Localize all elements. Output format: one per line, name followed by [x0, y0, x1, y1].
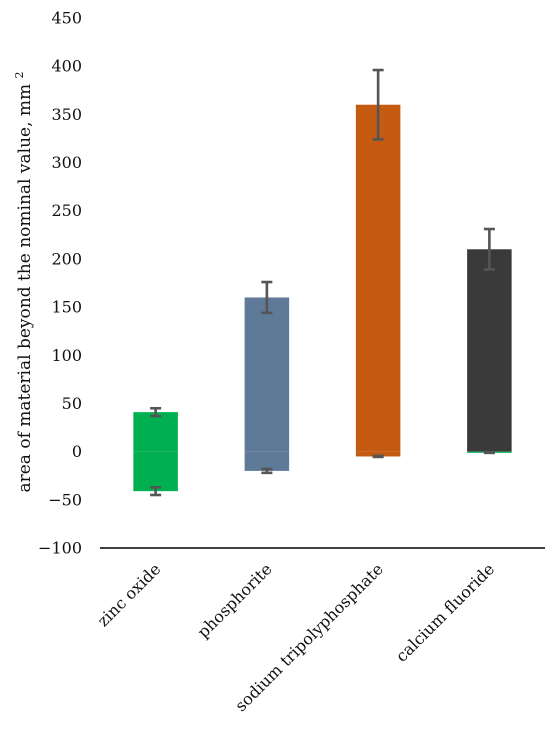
y-tick-label: 0 [72, 442, 82, 461]
y-tick-label: −50 [48, 490, 82, 509]
bars-group [133, 104, 512, 492]
y-tick-label: −100 [38, 539, 82, 558]
y-tick-label: 200 [51, 249, 82, 268]
error-bars-group [150, 68, 495, 497]
y-axis-title: area of material beyond the nominal valu… [13, 71, 35, 492]
bar-zinc-oxide [133, 412, 178, 452]
bar-negative-sodium-tripolyphosphate [355, 451, 401, 457]
y-tick-label: 300 [51, 153, 82, 172]
x-tick-label-zinc-oxide: zinc oxide [93, 559, 164, 630]
y-tick-label: 250 [51, 201, 82, 220]
y-axis-ticks: −100 −50 0 50 100 150 200 250 300 350 400 450 [38, 9, 82, 558]
bar-calcium-fluoride [467, 249, 512, 452]
bar-negative-phosphorite [244, 451, 290, 471]
y-tick-label: 350 [51, 105, 82, 124]
x-tick-label-calcium-fluoride: calcium fluoride [392, 559, 498, 665]
y-tick-label: 50 [62, 394, 82, 413]
y-tick-label: 100 [51, 346, 82, 365]
bar-sodium-tripolyphosphate [355, 104, 401, 452]
y-axis-title-text: area of material beyond the nominal valu… [15, 84, 35, 493]
y-tick-label: 400 [51, 57, 82, 76]
bar-phosphorite [244, 297, 290, 452]
y-tick-label: 450 [51, 9, 82, 28]
x-tick-label-phosphorite: phosphorite [194, 559, 276, 641]
y-axis-title-superscript: 2 [13, 71, 26, 78]
y-tick-label: 150 [51, 298, 82, 317]
bar-negative-zinc-oxide [133, 451, 178, 492]
